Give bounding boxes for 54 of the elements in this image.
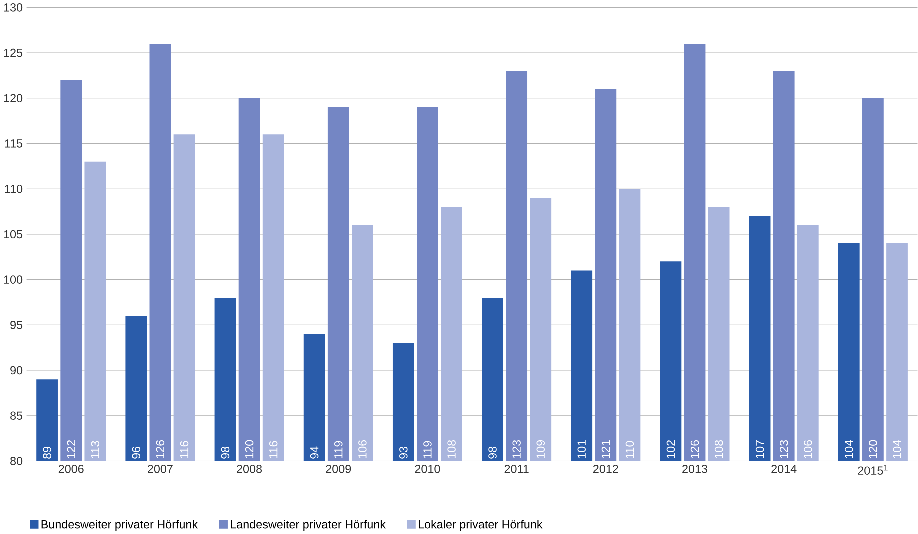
y-tick-label: 105 [4,230,23,238]
y-tick-label: 95 [10,320,23,330]
x-tick-label: 2007 [148,464,173,474]
legend-label: Bundesweiter privater Hörfunk [42,520,198,531]
data-label: 98 [488,446,497,459]
data-label: 116 [180,441,189,458]
data-label: 119 [424,441,432,458]
data-label: 94 [310,446,319,459]
data-label: 123 [512,440,521,458]
legend-label: Lokaler privater Hörfunk [419,520,543,531]
data-label: 109 [536,440,546,458]
data-label: 102 [666,440,676,458]
data-label: 116 [269,441,278,458]
data-label: 89 [43,446,52,459]
x-tick-label: 2014 [772,464,797,474]
x-tick-label: 2013 [682,464,708,474]
data-label: 101 [578,440,586,458]
data-label: 108 [714,440,724,458]
data-label: 123 [780,440,788,458]
data-label: 126 [156,440,165,458]
data-label: 104 [893,440,902,458]
data-label: 126 [690,440,700,458]
data-label: 110 [626,441,634,458]
data-label: 113 [91,441,100,458]
x-tick-label: 2006 [58,464,84,474]
data-label: 122 [67,440,76,458]
x-tick-label: 2010 [415,464,440,474]
x-tick-label: 2011 [504,464,529,474]
data-label: 106 [358,440,367,458]
data-label: 119 [334,441,343,458]
y-tick-label: 100 [4,275,23,284]
x-tick-label: 2012 [593,464,618,474]
y-tick-label: 120 [4,94,23,102]
x-tick-label: 2015$^{1}$ [858,464,888,475]
x-tick-label: 2009 [326,464,352,474]
y-tick-label: 90 [10,366,23,374]
legend-label: Landesweiter privater Hörfunk [231,520,386,531]
data-label: 93 [400,446,408,459]
y-tick-label: 80 [10,456,23,466]
data-label: 107 [756,440,764,458]
x-tick-label: 2008 [237,464,262,474]
data-label: 108 [448,440,456,458]
y-tick-label: 125 [4,48,23,57]
data-label: 96 [132,446,141,459]
y-tick-label: 130 [4,3,23,12]
data-label: 120 [869,440,878,458]
y-tick-label: 115 [5,139,23,148]
data-label: 106 [804,440,812,458]
data-label: 120 [245,440,254,458]
data-label: 98 [221,446,230,459]
data-label: 121 [602,440,610,458]
y-tick-label: 85 [10,412,23,420]
y-tick-label: 110 [5,184,23,194]
data-label: 104 [845,440,854,458]
